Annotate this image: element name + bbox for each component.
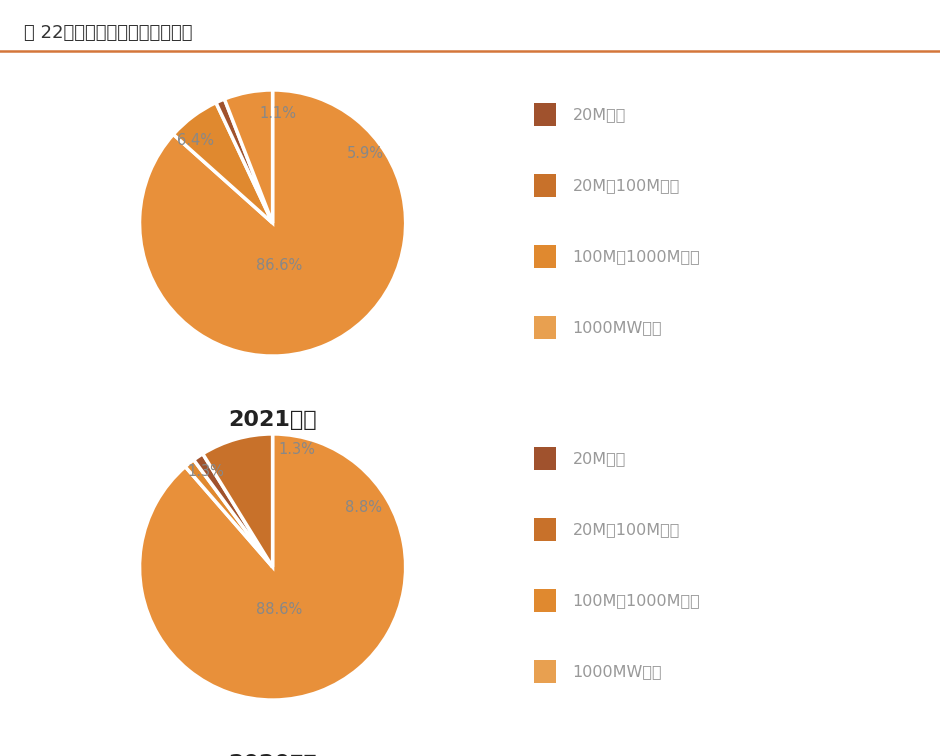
Text: 88.6%: 88.6% bbox=[256, 602, 303, 617]
Text: 2020年末: 2020年末 bbox=[228, 754, 317, 756]
Text: 5.9%: 5.9% bbox=[347, 147, 384, 161]
FancyBboxPatch shape bbox=[534, 245, 556, 268]
FancyBboxPatch shape bbox=[534, 660, 556, 683]
Wedge shape bbox=[194, 454, 273, 567]
Text: 100M和1000M之间: 100M和1000M之间 bbox=[572, 249, 700, 264]
Text: 8.8%: 8.8% bbox=[345, 500, 382, 515]
Wedge shape bbox=[139, 434, 406, 700]
Wedge shape bbox=[216, 99, 273, 223]
Wedge shape bbox=[225, 90, 273, 223]
Text: 1.3%: 1.3% bbox=[278, 442, 315, 457]
Text: 20M以下: 20M以下 bbox=[572, 451, 626, 466]
Text: 1.1%: 1.1% bbox=[259, 107, 296, 122]
Wedge shape bbox=[139, 90, 406, 356]
Text: 6.4%: 6.4% bbox=[177, 133, 214, 148]
FancyBboxPatch shape bbox=[534, 589, 556, 612]
Wedge shape bbox=[185, 460, 273, 567]
Text: 1000MW以上: 1000MW以上 bbox=[572, 320, 663, 335]
FancyBboxPatch shape bbox=[534, 103, 556, 125]
Text: 100M和1000M之间: 100M和1000M之间 bbox=[572, 593, 700, 608]
FancyBboxPatch shape bbox=[534, 316, 556, 339]
Text: 2021年末: 2021年末 bbox=[228, 410, 317, 430]
Text: 图 22：国内固网宽带速率与比例: 图 22：国内固网宽带速率与比例 bbox=[24, 24, 192, 42]
Wedge shape bbox=[173, 103, 273, 223]
Text: 20M和100M之间: 20M和100M之间 bbox=[572, 178, 680, 193]
FancyBboxPatch shape bbox=[534, 447, 556, 469]
FancyBboxPatch shape bbox=[534, 518, 556, 541]
FancyBboxPatch shape bbox=[534, 174, 556, 197]
Text: 86.6%: 86.6% bbox=[256, 258, 303, 273]
Text: 20M以下: 20M以下 bbox=[572, 107, 626, 122]
Text: 1.3%: 1.3% bbox=[188, 463, 225, 479]
Wedge shape bbox=[203, 434, 273, 567]
Text: 20M和100M之间: 20M和100M之间 bbox=[572, 522, 680, 537]
Text: 1000MW以上: 1000MW以上 bbox=[572, 664, 663, 679]
